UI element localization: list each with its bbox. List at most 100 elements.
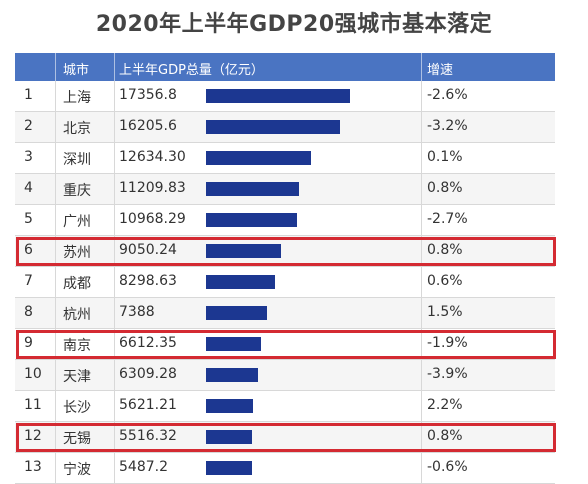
row-city: 北京: [63, 121, 91, 137]
gdp-bar: [206, 306, 267, 320]
row-rank: 12: [24, 428, 42, 444]
row-gdp-value: 8298.63: [119, 273, 177, 289]
row-growth-rate: -3.9%: [427, 366, 468, 382]
gdp-ranking-table: 城市 上半年GDP总量（亿元） 增速 1 上海 17356.8 -2.6% 2 北京 162…: [15, 53, 555, 484]
row-gdp-value: 6309.28: [119, 366, 177, 382]
column-divider: [421, 329, 422, 359]
row-gdp-value: 5516.32: [119, 428, 177, 444]
gdp-bar: [206, 213, 297, 227]
row-growth-rate: 0.8%: [427, 180, 463, 196]
row-gdp-value: 17356.8: [119, 87, 177, 103]
row-city: 重庆: [63, 183, 91, 199]
gdp-bar: [206, 151, 311, 165]
row-gdp-value: 16205.6: [119, 118, 177, 134]
row-growth-rate: -3.2%: [427, 118, 468, 134]
column-divider: [114, 112, 115, 142]
gdp-bar: [206, 399, 253, 413]
gdp-bar: [206, 275, 275, 289]
header-divider: [421, 53, 422, 81]
column-divider: [55, 267, 56, 297]
column-divider: [55, 298, 56, 328]
column-divider: [55, 422, 56, 452]
row-rank: 7: [24, 273, 33, 289]
row-city: 深圳: [63, 152, 91, 168]
gdp-bar: [206, 120, 340, 134]
column-divider: [421, 143, 422, 173]
column-divider: [114, 298, 115, 328]
row-gdp-value: 5487.2: [119, 459, 168, 475]
gdp-bar: [206, 89, 350, 103]
column-divider: [55, 391, 56, 421]
row-city: 杭州: [63, 307, 91, 323]
gdp-bar: [206, 182, 299, 196]
table-row: 2 北京 16205.6 -3.2%: [15, 112, 555, 143]
table-row: 7 成都 8298.63 0.6%: [15, 267, 555, 298]
table-row: 9 南京 6612.35 -1.9%: [15, 329, 555, 360]
gdp-bar: [206, 244, 281, 258]
row-city: 成都: [63, 276, 91, 292]
column-divider: [421, 112, 422, 142]
row-growth-rate: -1.9%: [427, 335, 468, 351]
row-growth-rate: 0.8%: [427, 428, 463, 444]
column-divider: [55, 329, 56, 359]
row-rank: 11: [24, 397, 42, 413]
row-gdp-value: 11209.83: [119, 180, 186, 196]
column-divider: [114, 174, 115, 204]
column-divider: [114, 143, 115, 173]
table-row: 5 广州 10968.29 -2.7%: [15, 205, 555, 236]
row-growth-rate: 1.5%: [427, 304, 463, 320]
table-row: 3 深圳 12634.30 0.1%: [15, 143, 555, 174]
row-city: 苏州: [63, 245, 91, 261]
column-divider: [114, 329, 115, 359]
header-value: 上半年GDP总量（亿元）: [119, 63, 264, 78]
table-row: 10 天津 6309.28 -3.9%: [15, 360, 555, 391]
column-divider: [114, 236, 115, 266]
row-city: 无锡: [63, 431, 91, 447]
column-divider: [421, 391, 422, 421]
chart-title: 2020年上半年GDP20强城市基本落定: [95, 12, 493, 37]
column-divider: [114, 422, 115, 452]
column-divider: [55, 236, 56, 266]
column-divider: [114, 267, 115, 297]
row-rank: 1: [24, 87, 33, 103]
row-city: 长沙: [63, 400, 91, 416]
column-divider: [421, 205, 422, 235]
row-rank: 5: [24, 211, 33, 227]
column-divider: [55, 174, 56, 204]
column-divider: [421, 298, 422, 328]
row-growth-rate: 0.1%: [427, 149, 463, 165]
table-header: 城市 上半年GDP总量（亿元） 增速: [15, 53, 555, 81]
gdp-bar: [206, 461, 252, 475]
header-city: 城市: [63, 63, 90, 78]
table-row: 6 苏州 9050.24 0.8%: [15, 236, 555, 267]
table-body: 1 上海 17356.8 -2.6% 2 北京 16205.6 -3.2% 3 深圳 12634.3…: [15, 81, 555, 484]
row-gdp-value: 9050.24: [119, 242, 177, 258]
column-divider: [55, 453, 56, 483]
row-rank: 13: [24, 459, 42, 475]
column-divider: [421, 360, 422, 390]
row-city: 南京: [63, 338, 91, 354]
column-divider: [421, 236, 422, 266]
row-gdp-value: 10968.29: [119, 211, 186, 227]
table-row: 4 重庆 11209.83 0.8%: [15, 174, 555, 205]
row-city: 天津: [63, 369, 91, 385]
row-gdp-value: 7388: [119, 304, 155, 320]
row-rank: 9: [24, 335, 33, 351]
row-growth-rate: 2.2%: [427, 397, 463, 413]
row-rank: 2: [24, 118, 33, 134]
column-divider: [421, 81, 422, 111]
table-row: 11 长沙 5621.21 2.2%: [15, 391, 555, 422]
column-divider: [114, 81, 115, 111]
row-gdp-value: 5621.21: [119, 397, 177, 413]
column-divider: [421, 422, 422, 452]
row-growth-rate: 0.8%: [427, 242, 463, 258]
row-gdp-value: 12634.30: [119, 149, 186, 165]
row-rank: 6: [24, 242, 33, 258]
column-divider: [114, 453, 115, 483]
column-divider: [114, 391, 115, 421]
column-divider: [421, 267, 422, 297]
column-divider: [421, 174, 422, 204]
row-rank: 3: [24, 149, 33, 165]
row-growth-rate: 0.6%: [427, 273, 463, 289]
row-growth-rate: -0.6%: [427, 459, 468, 475]
